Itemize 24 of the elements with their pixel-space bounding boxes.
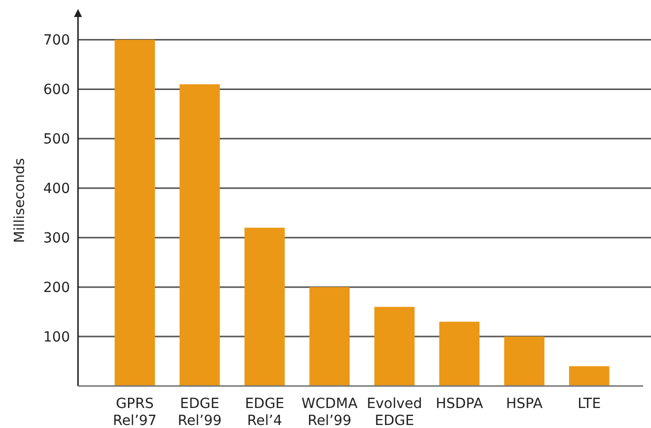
y-tick-label: 200 <box>43 280 70 296</box>
x-tick-label: WCDMA Rel’99 <box>302 396 358 428</box>
x-tick-label: EDGE Rel’99 <box>178 396 222 428</box>
x-tick-label: GPRS Rel’97 <box>112 396 157 428</box>
y-tick-label: 100 <box>43 329 70 346</box>
bar <box>439 322 480 386</box>
bar <box>114 40 155 386</box>
bar <box>374 306 415 386</box>
y-tick-label: 700 <box>43 32 70 49</box>
bar <box>180 84 220 386</box>
y-tick-label: 500 <box>43 132 70 148</box>
x-tick-label: EDGE Rel’4 <box>244 396 284 428</box>
bar <box>309 287 350 386</box>
y-tick-label: 400 <box>43 181 70 198</box>
bar <box>244 228 285 386</box>
x-tick-label: HSDPA <box>436 396 484 412</box>
bar <box>569 366 610 386</box>
y-axis-title: Milliseconds <box>12 158 28 243</box>
x-tick-label: HSPA <box>506 396 543 412</box>
y-tick-label: 600 <box>43 82 70 98</box>
bar <box>504 336 544 386</box>
y-tick-label: 300 <box>43 230 70 246</box>
x-tick-label: Evolved EDGE <box>366 396 422 428</box>
x-tick-label: LTE <box>578 396 601 412</box>
